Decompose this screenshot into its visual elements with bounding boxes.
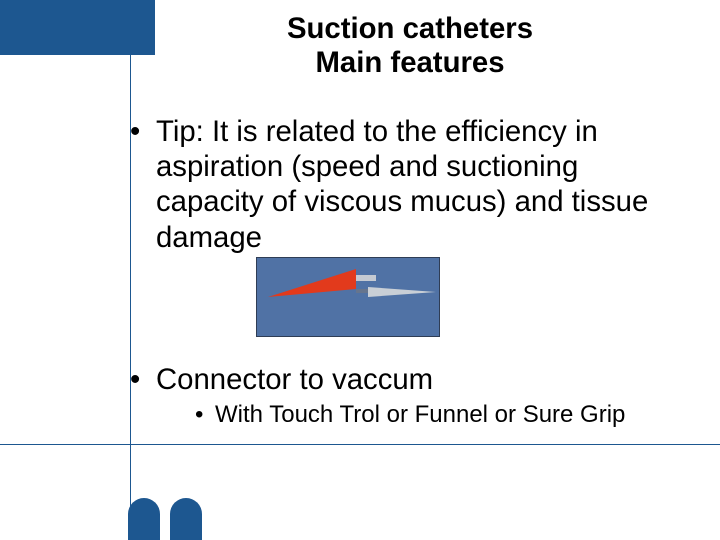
catheter-tip-image	[256, 257, 440, 337]
slide-title: Suction catheters Main features	[130, 12, 690, 79]
bullet-dot: •	[130, 114, 156, 255]
bullet-dot: •	[130, 362, 156, 397]
catheter-svg	[256, 257, 440, 337]
gray-catheter-tip	[356, 289, 368, 293]
title-line-2: Main features	[130, 46, 690, 80]
title-line-1: Suction catheters	[130, 12, 690, 46]
sub-bullet-connector-types: • With Touch Trol or Funnel or Sure Grip	[195, 400, 690, 430]
vertical-divider	[130, 0, 131, 540]
red-catheter-tip	[356, 275, 376, 281]
bullet-tip: • Tip: It is related to the efficiency i…	[130, 114, 690, 255]
bullet-connector-text: Connector to vaccum	[156, 362, 433, 397]
sub-bullet-text: With Touch Trol or Funnel or Sure Grip	[215, 400, 625, 430]
logo-bar	[128, 498, 160, 540]
logo-bar	[170, 498, 202, 540]
bullet-dot: •	[195, 400, 215, 430]
slide-root: { "accent_color": "#1d5790", "rule_color…	[0, 0, 720, 540]
brand-logo-bars	[128, 498, 202, 540]
bullet-connector: • Connector to vaccum	[130, 362, 690, 397]
bullet-tip-text: Tip: It is related to the efficiency in …	[156, 114, 690, 255]
horizontal-divider	[0, 444, 720, 445]
